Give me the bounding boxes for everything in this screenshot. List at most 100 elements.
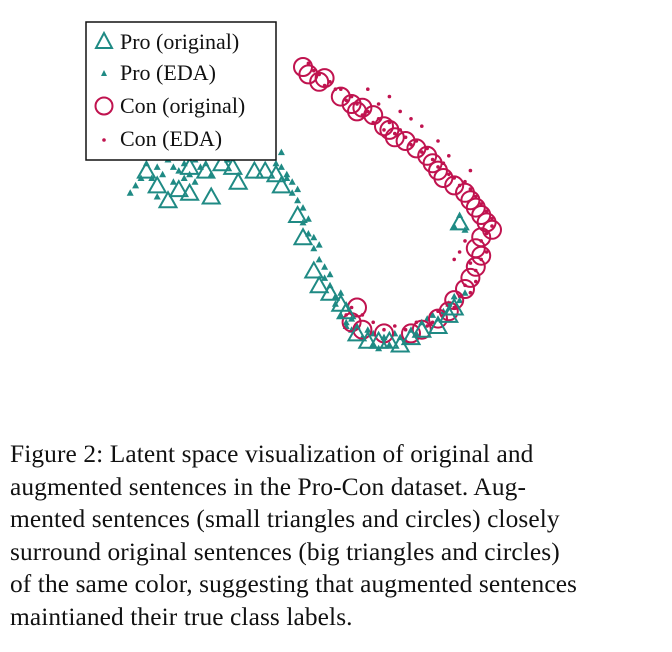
pro-original-point [211, 153, 233, 172]
pro-original-point [254, 160, 276, 179]
pro-eda-point [132, 181, 140, 189]
pro-eda-point [191, 178, 199, 185]
pro-eda-point [304, 215, 312, 222]
pro-original-point [157, 190, 179, 209]
pro-original-point [179, 182, 200, 201]
legend-marker-small-circle [102, 138, 106, 142]
con-eda-point [447, 172, 451, 177]
pro-original-point [292, 227, 314, 246]
pro-original-point [227, 171, 249, 190]
legend-marker-small-triangle [101, 70, 107, 76]
pro-original-point [357, 330, 379, 349]
pro-original-point [335, 301, 357, 320]
con-eda-point [484, 209, 489, 214]
pro-original-point [179, 156, 200, 175]
con-eda-point [366, 87, 370, 91]
pro-eda-point [310, 233, 318, 241]
pro-eda-point [364, 326, 372, 333]
con-eda-point [452, 257, 457, 262]
con-eda-point [468, 261, 473, 265]
con-eda-point [344, 98, 349, 103]
con-eda-point [468, 187, 473, 191]
con-eda-point [312, 68, 316, 73]
legend-box [85, 21, 277, 161]
con-original-point [384, 127, 405, 148]
con-eda-point [490, 216, 494, 221]
legend-label-pro-eda: Pro (EDA) [120, 60, 216, 85]
con-eda-point [382, 327, 386, 332]
legend-entry-con-original: Con (original) [94, 93, 245, 118]
pro-eda-point [294, 196, 302, 204]
caption-line: of the same color, suggesting that augme… [10, 570, 578, 599]
con-eda-point [436, 165, 440, 169]
pro-eda-point [153, 193, 161, 200]
figure-caption: Figure 2: Latent space visualization of … [10, 438, 620, 634]
caption-line: Figure 2: Latent space visualization of … [10, 440, 534, 468]
scatter-plot: Pro (original) Pro (EDA) Con (original) … [85, 21, 502, 353]
con-eda-point [376, 102, 381, 106]
pro-original-point [287, 204, 308, 223]
con-eda-point [393, 131, 397, 136]
pro-eda-point [326, 270, 334, 278]
con-eda-point [490, 224, 494, 228]
pro-original-point [379, 330, 400, 349]
con-eda-point [436, 139, 440, 143]
con-eda-point [447, 154, 451, 158]
legend-marker-large-circle [94, 96, 114, 116]
pro-eda-point [288, 189, 296, 196]
con-eda-point [430, 157, 435, 162]
pro-original-point [195, 160, 217, 179]
con-eda-point [463, 239, 467, 243]
pro-eda-point [342, 318, 350, 326]
pro-eda-point [321, 274, 329, 281]
pro-eda-point [461, 289, 469, 296]
con-original-point [352, 319, 373, 340]
pro-eda-point [126, 189, 134, 196]
con-eda-point [474, 279, 478, 284]
legend-label-con-eda: Con (EDA) [120, 126, 222, 151]
con-original-point [406, 138, 427, 159]
pro-original-point [222, 156, 244, 175]
con-original-point [363, 105, 384, 126]
con-eda-point [457, 250, 462, 254]
pro-eda-point [272, 159, 280, 167]
pro-eda-point [288, 178, 296, 185]
pro-eda-point [429, 311, 437, 318]
con-original-point [428, 308, 448, 329]
pro-original-point [271, 175, 292, 194]
con-eda-point [430, 320, 435, 325]
pro-eda-point [283, 170, 291, 178]
legend-entry-pro-eda: Pro (EDA) [101, 60, 216, 85]
legend: Pro (original) Pro (EDA) Con (original) … [85, 21, 277, 161]
con-original-point [352, 97, 373, 118]
pro-original-point [265, 164, 287, 183]
caption-line: augmented sentences in the Pro-Con datas… [10, 472, 527, 501]
pro-original-point [244, 160, 265, 179]
con-original-point [314, 68, 335, 89]
con-eda-point [425, 324, 430, 328]
con-original-point [444, 290, 465, 311]
con-eda-point [484, 231, 489, 236]
con-eda-point [398, 109, 403, 114]
con-original-point [401, 323, 421, 344]
pro-eda-point [315, 255, 323, 263]
caption-line: surround original sentences (big triangl… [10, 537, 560, 566]
con-eda-point [468, 290, 473, 295]
con-eda-point [463, 179, 467, 184]
pro-eda-point [299, 204, 307, 211]
pro-eda-point [277, 163, 285, 170]
legend-entry-con-eda: Con (EDA) [102, 126, 222, 151]
pro-eda-point [180, 174, 188, 181]
pro-original-point [303, 260, 325, 279]
pro-original-point [411, 319, 433, 338]
con-eda-point [393, 324, 397, 328]
con-original-point [482, 219, 502, 240]
pro-eda-point [283, 174, 291, 181]
pro-eda-point [159, 170, 167, 178]
con-original-point [438, 301, 459, 322]
con-original-point [330, 86, 351, 107]
pro-original-point [346, 323, 368, 342]
legend-label-con-original: Con (original) [120, 93, 245, 118]
pro-eda-point [277, 148, 285, 156]
caption-line: mented sentences (small triangles and ci… [10, 505, 560, 534]
